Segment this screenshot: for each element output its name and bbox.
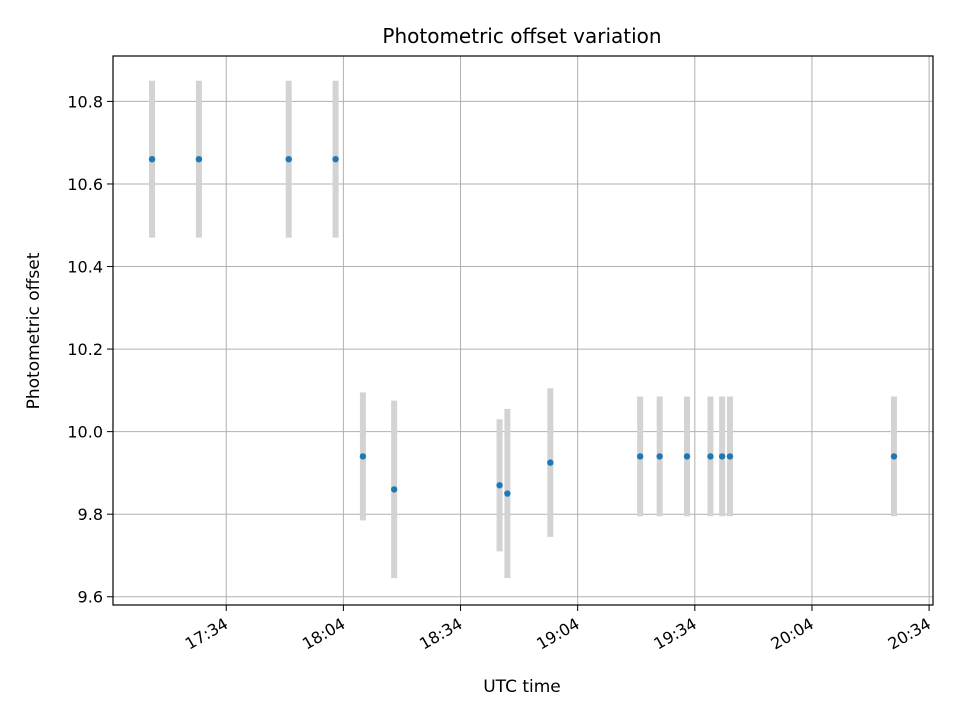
data-point	[726, 453, 734, 460]
grid	[113, 56, 933, 605]
data-point	[718, 453, 726, 460]
y-tick-label: 10.8	[67, 92, 103, 111]
x-tick-label: 17:34	[182, 614, 231, 654]
data-point	[332, 155, 339, 163]
y-tick-label: 10.2	[67, 340, 103, 359]
data-point	[390, 486, 398, 493]
chart-title: Photometric offset variation	[382, 24, 661, 48]
data-points	[148, 155, 898, 497]
x-axis: 17:34 18:04 18:34 19:04 19:34 20:04 20:34	[182, 605, 934, 654]
data-point	[504, 490, 511, 497]
x-tick-label: 18:34	[416, 614, 465, 654]
y-tick-label: 10.6	[67, 175, 103, 194]
data-point	[636, 453, 644, 460]
y-axis: 9.6 9.8 10.0 10.2 10.4 10.6 10.8	[67, 92, 113, 607]
error-bars	[149, 80, 897, 579]
x-tick-label: 20:34	[885, 614, 934, 654]
y-tick-label: 9.8	[78, 505, 103, 524]
data-point	[359, 453, 367, 460]
data-point	[890, 453, 898, 460]
data-point	[148, 155, 156, 163]
y-tick-label: 9.6	[78, 588, 103, 607]
data-point	[496, 482, 503, 489]
data-point	[683, 453, 691, 460]
data-point	[547, 459, 554, 466]
data-point	[707, 453, 714, 460]
data-point	[285, 155, 292, 163]
y-tick-label: 10.4	[67, 258, 103, 277]
x-tick-label: 20:04	[768, 614, 817, 654]
y-axis-title: Photometric offset	[24, 252, 44, 409]
x-axis-title: UTC time	[483, 677, 561, 697]
x-tick-label: 19:34	[650, 614, 699, 654]
data-point	[195, 155, 203, 163]
plot-frame	[112, 55, 934, 606]
x-tick-label: 19:04	[533, 614, 582, 654]
y-tick-label: 10.0	[67, 423, 103, 442]
data-point	[656, 453, 663, 460]
x-tick-label: 18:04	[299, 614, 348, 654]
